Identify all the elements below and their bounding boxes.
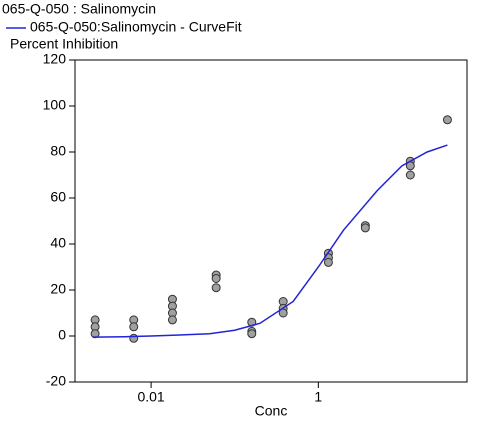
data-point [360,223,370,233]
y-axis-label: Percent Inhibition [10,36,118,52]
data-point [129,322,139,332]
data-point [167,315,177,325]
data-point [211,283,221,293]
y-tick-label: 0 [58,327,66,343]
chart-title: 065-Q-050 : Salinomycin [2,1,156,17]
y-tick-label: -20 [46,373,66,389]
data-point [405,170,415,180]
y-tick-label: 80 [50,143,66,159]
data-point [129,333,139,343]
y-tick-label: 40 [50,235,66,251]
legend-label: 065-Q-050:Salinomycin - CurveFit [30,19,242,35]
x-tick-label: 0.01 [137,389,164,405]
y-tick-label: 100 [43,97,67,113]
y-tick-label: 60 [50,189,66,205]
data-point [323,257,333,267]
data-point [211,274,221,283]
y-tick-label: 20 [50,281,66,297]
y-tick-label: 120 [43,51,67,67]
x-axis-label: Conc [255,403,288,419]
data-point [247,329,257,339]
plot-frame [74,59,468,383]
data-point [442,115,452,125]
curve-fit [92,144,448,338]
x-tick-label: 1 [314,389,322,405]
data-point [278,308,288,318]
